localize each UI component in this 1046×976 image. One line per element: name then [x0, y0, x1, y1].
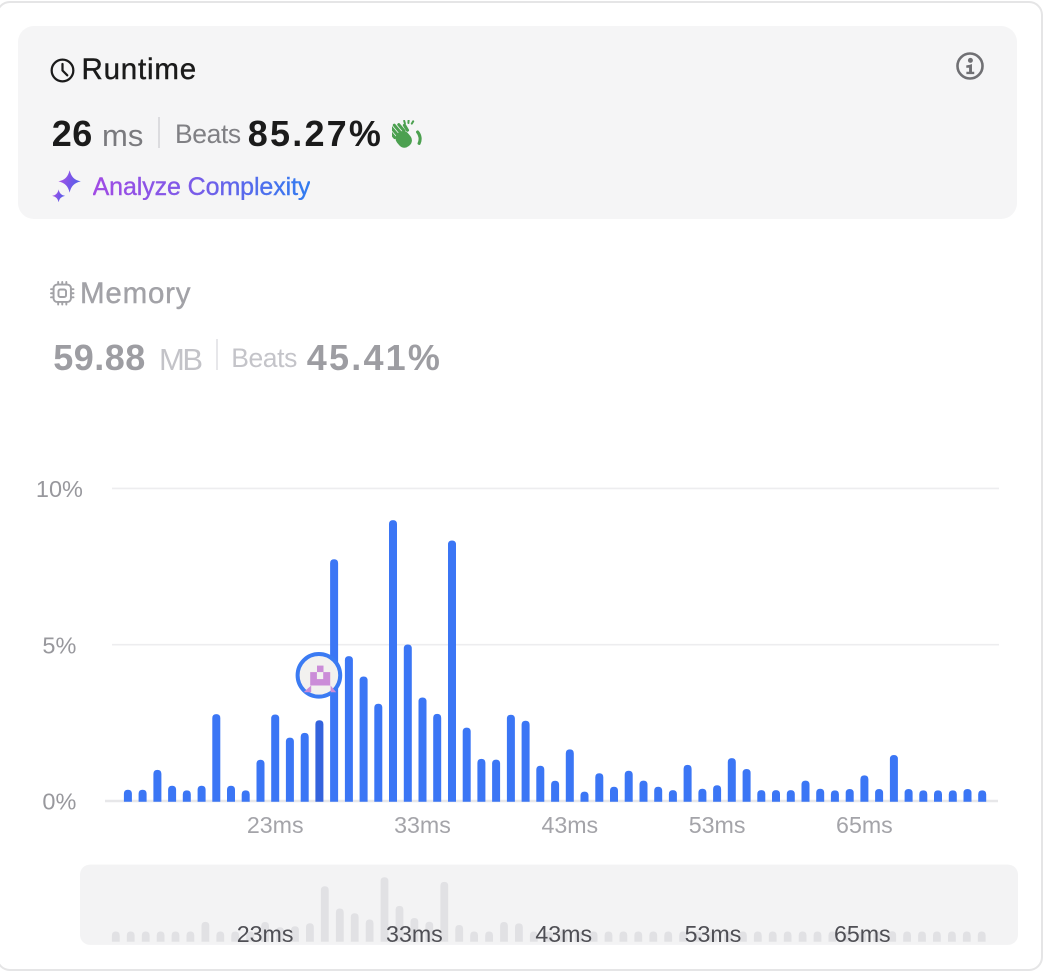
svg-text:65ms: 65ms [836, 812, 893, 838]
svg-text:5%: 5% [42, 632, 76, 658]
svg-text:65ms: 65ms [834, 921, 891, 947]
svg-text:53ms: 53ms [689, 812, 746, 838]
svg-text:33ms: 33ms [394, 812, 451, 838]
svg-text:33ms: 33ms [386, 921, 443, 947]
svg-text:43ms: 43ms [541, 812, 598, 838]
svg-text:23ms: 23ms [237, 921, 294, 947]
svg-text:0%: 0% [42, 789, 76, 815]
svg-text:10%: 10% [36, 476, 83, 502]
svg-text:53ms: 53ms [685, 921, 742, 947]
svg-text:43ms: 43ms [535, 921, 592, 947]
svg-text:23ms: 23ms [247, 812, 304, 838]
